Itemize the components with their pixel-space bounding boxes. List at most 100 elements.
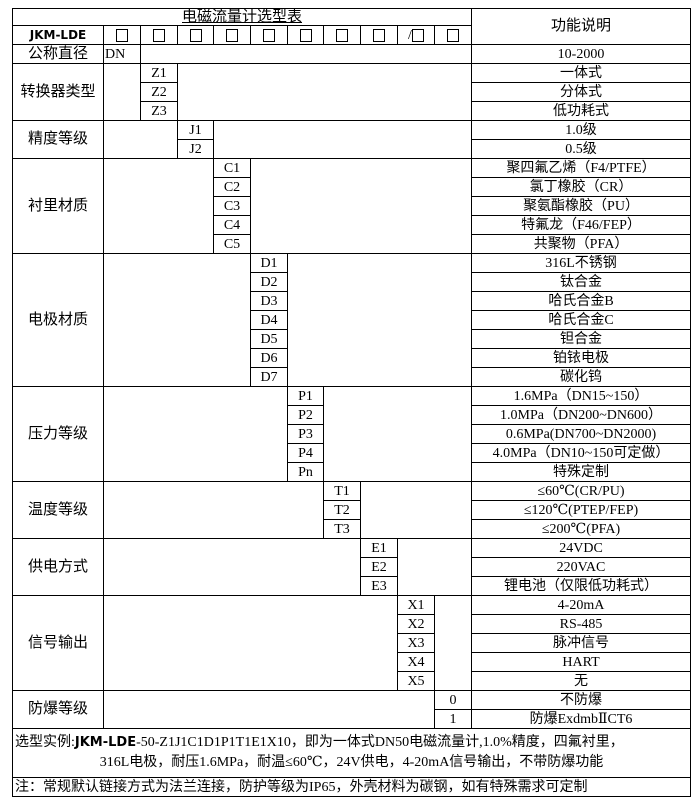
blank-cell: [103, 538, 361, 596]
blank-cell: [322, 386, 473, 482]
option-description: RS-485: [471, 614, 692, 634]
code-slot: [140, 25, 178, 45]
group-label: 温度等级: [12, 481, 104, 539]
table-row: D3 哈氏合金B: [13, 291, 692, 311]
option-code: X4: [397, 652, 435, 672]
empty-box-icon: [116, 28, 128, 42]
option-description: 钛合金: [471, 272, 692, 292]
option-description: 碳化钨: [471, 367, 692, 387]
option-description: 哈氏合金C: [471, 310, 692, 330]
option-code: E3: [360, 576, 398, 596]
code-slot: [323, 25, 361, 45]
option-description: 锂电池（仅限低功耗式）: [471, 576, 692, 596]
table-row: 衬里材质 C1 聚四氟乙烯（F4/PTFE）: [12, 158, 692, 254]
option-code: D3: [250, 291, 288, 311]
option-description: 一体式: [471, 63, 692, 83]
table-row: 电极材质 D1 316L不锈钢: [12, 253, 692, 387]
function-header: 功能说明: [471, 8, 692, 45]
code-slot: [360, 25, 398, 45]
option-code: D4: [250, 310, 288, 330]
table-row: 转换器类型 Z1 一体式: [12, 63, 692, 121]
option-code: C3: [213, 196, 251, 216]
option-code: X3: [397, 633, 435, 653]
option-description: 分体式: [471, 82, 692, 102]
option-code: DN: [103, 44, 141, 64]
option-description: 1.0MPa（DN200~DN600）: [471, 405, 692, 425]
code-slot: [433, 25, 473, 45]
model-prefix: JKM-LDE: [12, 25, 104, 45]
option-code: Z1: [140, 63, 178, 83]
code-slot: [213, 25, 251, 45]
table-row: 精度等级 J1 1.0级: [12, 120, 692, 159]
group-label: 精度等级: [12, 120, 104, 159]
blank-cell: [103, 253, 251, 387]
group-label: 电极材质: [12, 253, 104, 387]
option-description: 特殊定制: [471, 462, 692, 482]
option-description: 10-2000: [471, 44, 692, 64]
blank-cell: [359, 481, 473, 539]
empty-box-icon: [336, 28, 348, 42]
option-description: 24VDC: [471, 538, 692, 558]
table-row: 1 防爆ExdmbⅡCT6: [13, 709, 692, 729]
option-description: 不防爆: [471, 690, 692, 710]
code-slot: [250, 25, 288, 45]
empty-box-icon: [447, 28, 459, 42]
option-description: ≤200℃(PFA): [471, 519, 692, 539]
blank-cell: [103, 386, 288, 482]
option-description: 共聚物（PFA）: [471, 234, 692, 254]
example-line2: 316L电极，耐压1.6MPa，耐温≤60℃，24V供电，4-20mA信号输出，…: [99, 755, 604, 770]
option-code: D7: [250, 367, 288, 387]
group-label: 衬里材质: [12, 158, 104, 254]
option-description: 铂铱电极: [471, 348, 692, 368]
note: 注：常规默认链接方式为法兰连接，防护等级为IP65，外壳材料为碳钢，如有特殊需求…: [11, 777, 692, 797]
option-code: D5: [250, 329, 288, 349]
option-code: T3: [323, 519, 361, 539]
option-code: 1: [433, 709, 473, 729]
option-code: X1: [397, 595, 435, 615]
example-prefix: 选型实例:: [15, 735, 75, 750]
option-description: 316L不锈钢: [471, 253, 692, 273]
blank-cell: [103, 158, 214, 254]
option-code: P4: [287, 443, 324, 463]
blank-cell: [212, 120, 473, 159]
option-code: C1: [213, 158, 251, 178]
table-row: Pn 特殊定制: [13, 462, 692, 482]
option-description: 4-20mA: [471, 595, 692, 615]
option-code: X5: [397, 671, 435, 691]
table-row: X2 RS-485: [13, 614, 692, 634]
option-description: ≤60℃(CR/PU): [471, 481, 692, 501]
option-code: Z2: [140, 82, 178, 102]
option-code: J2: [177, 139, 214, 159]
selection-table: 电磁流量计选型表 功能说明 JKM-LDE / 公称直径 DN 10-2000 转换器…: [11, 8, 692, 797]
empty-box-icon: [299, 28, 312, 42]
option-description: 聚四氟乙烯（F4/PTFE）: [471, 158, 692, 178]
option-description: 低功耗式: [471, 101, 692, 121]
option-code: E2: [360, 557, 398, 577]
option-code: D6: [250, 348, 288, 368]
empty-box-icon: [373, 28, 385, 42]
option-code: T1: [323, 481, 361, 501]
table-row: C4 特氟龙（F46/FEP）: [13, 215, 692, 235]
table-row: 公称直径 DN 10-2000: [12, 44, 692, 64]
option-description: 氯丁橡胶（CR）: [471, 177, 692, 197]
blank-cell: [103, 690, 435, 729]
blank-cell: [396, 538, 473, 596]
blank-cell: [176, 63, 473, 121]
option-description: 0.6MPa(DN700~DN2000): [471, 424, 692, 444]
option-description: 无: [471, 671, 692, 691]
table-row: D7 碳化钨: [13, 367, 692, 387]
table-title: 电磁流量计选型表: [11, 8, 473, 26]
table-row: X5 无: [13, 671, 692, 691]
empty-box-icon: [189, 28, 202, 42]
option-code: C4: [213, 215, 251, 235]
option-code: E1: [360, 538, 398, 558]
option-code: X2: [397, 614, 435, 634]
code-slot: /: [397, 25, 435, 45]
example-row: 选型实例:JKM-LDE-50-Z1J1C1D1P1T1E1X10，即为一体式D…: [11, 728, 692, 778]
option-description: 钽合金: [471, 329, 692, 349]
table-row: 供电方式 E1 24VDC: [12, 538, 692, 596]
option-description: 防爆ExdmbⅡCT6: [471, 709, 692, 729]
option-description: 哈氏合金B: [471, 291, 692, 311]
table-row: Z3 低功耗式: [13, 101, 692, 121]
example-model: JKM-LDE: [74, 735, 137, 750]
